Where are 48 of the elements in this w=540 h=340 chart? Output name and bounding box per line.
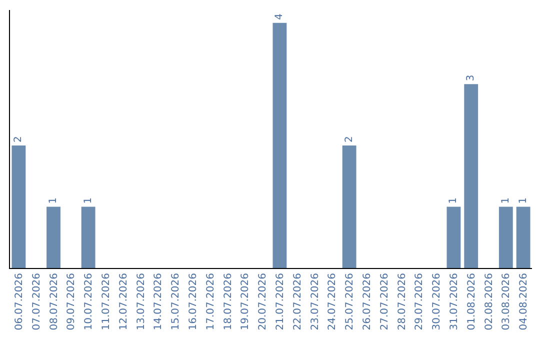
x-tick-label: 17.07.2026 bbox=[205, 273, 216, 330]
bar bbox=[81, 206, 96, 268]
bar bbox=[498, 206, 513, 268]
x-tick-label: 15.07.2026 bbox=[170, 273, 182, 330]
x-tick-label: 01.08.2026 bbox=[466, 273, 478, 330]
data-label: 1 bbox=[82, 197, 94, 204]
bar bbox=[46, 206, 60, 268]
data-label: 3 bbox=[466, 74, 477, 82]
x-tick-label: 12.07.2026 bbox=[118, 273, 130, 330]
x-tick-label: 25.07.2026 bbox=[344, 273, 356, 330]
x-tick-label: 26.07.2026 bbox=[362, 273, 373, 330]
x-tick-label: 30.07.2026 bbox=[432, 273, 443, 330]
x-tick-label: 14.07.2026 bbox=[153, 273, 164, 330]
bar bbox=[446, 206, 461, 268]
x-tick-label: 02.08.2026 bbox=[484, 273, 495, 330]
x-tick-label: 04.08.2026 bbox=[518, 273, 530, 330]
bar bbox=[464, 84, 478, 268]
data-label: 1 bbox=[500, 197, 512, 204]
x-tick-label: 29.07.2026 bbox=[414, 273, 426, 330]
x-tick-label: 28.07.2026 bbox=[396, 273, 408, 330]
x-tick-label: 13.07.2026 bbox=[136, 273, 147, 330]
x-tick-label: 06.07.2026 bbox=[14, 273, 25, 330]
x-tick-label: 08.07.2026 bbox=[48, 273, 60, 330]
x-tick-label: 31.07.2026 bbox=[448, 273, 460, 330]
data-label: 1 bbox=[518, 197, 529, 204]
x-tick-label: 27.07.2026 bbox=[379, 273, 390, 330]
data-label: 4 bbox=[274, 14, 286, 20]
x-tick-label: 18.07.2026 bbox=[222, 273, 234, 330]
x-tick-label: 03.08.2026 bbox=[501, 273, 512, 330]
x-tick-label: 16.07.2026 bbox=[188, 273, 199, 330]
bar bbox=[342, 145, 356, 268]
bar bbox=[272, 22, 287, 268]
x-tick-label: 21.07.2026 bbox=[274, 273, 286, 330]
x-tick-label: 23.07.2026 bbox=[310, 273, 321, 330]
x-tick-label: 20.07.2026 bbox=[258, 273, 269, 330]
x-tick-label: 22.07.2026 bbox=[292, 273, 304, 330]
x-tick-label: 19.07.2026 bbox=[240, 273, 252, 330]
data-label: 1 bbox=[448, 197, 460, 204]
bar bbox=[516, 206, 530, 268]
x-tick-label: 07.07.2026 bbox=[31, 273, 42, 330]
data-label: 2 bbox=[13, 136, 24, 142]
x-tick-label: 10.07.2026 bbox=[84, 273, 95, 330]
data-label: 1 bbox=[48, 197, 59, 204]
data-label: 2 bbox=[344, 136, 355, 142]
x-tick-label: 11.07.2026 bbox=[100, 273, 112, 330]
bar bbox=[12, 145, 26, 268]
x-tick-label: 24.07.2026 bbox=[327, 273, 338, 330]
x-tick-label: 09.07.2026 bbox=[66, 273, 78, 330]
